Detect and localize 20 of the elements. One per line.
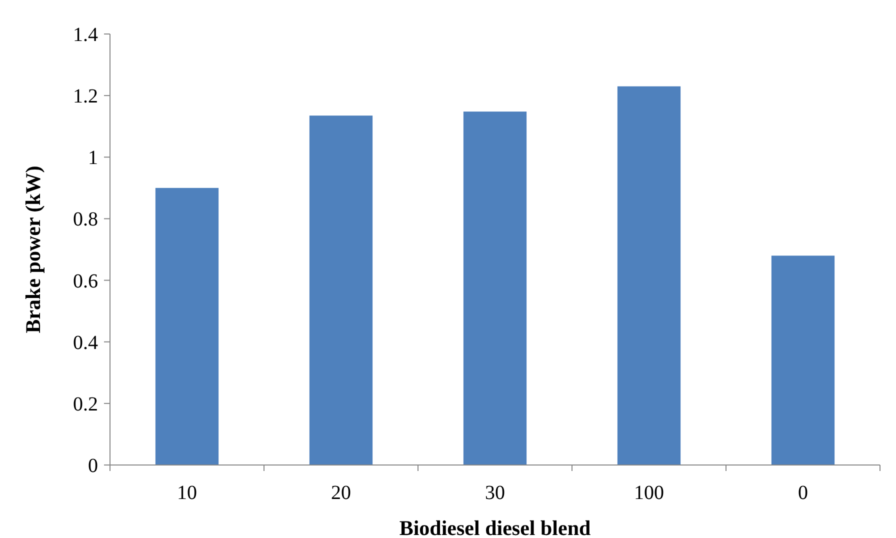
bar (309, 116, 373, 465)
y-tick-label: 0.8 (73, 208, 98, 231)
x-tick-label: 10 (177, 482, 197, 504)
bar (617, 86, 681, 465)
x-axis-title: Biodiesel diesel blend (399, 516, 591, 538)
y-tick-label: 0.6 (73, 270, 98, 292)
y-tick-label: 1 (88, 147, 98, 170)
bar (771, 256, 835, 465)
x-tick-label: 30 (485, 482, 505, 504)
bar (155, 188, 219, 465)
y-tick-label: 0 (88, 455, 98, 477)
bar (463, 112, 527, 465)
y-tick-label: 1.2 (73, 86, 98, 108)
x-tick-label: 0 (798, 482, 808, 504)
y-tick-label: 0.2 (73, 393, 98, 416)
x-tick-label: 100 (634, 482, 664, 504)
y-tick-label: 1.4 (73, 24, 98, 46)
x-tick-label: 20 (331, 482, 351, 504)
y-tick-label: 0.4 (73, 332, 98, 354)
y-axis-title: Brake power (kW) (21, 166, 45, 334)
